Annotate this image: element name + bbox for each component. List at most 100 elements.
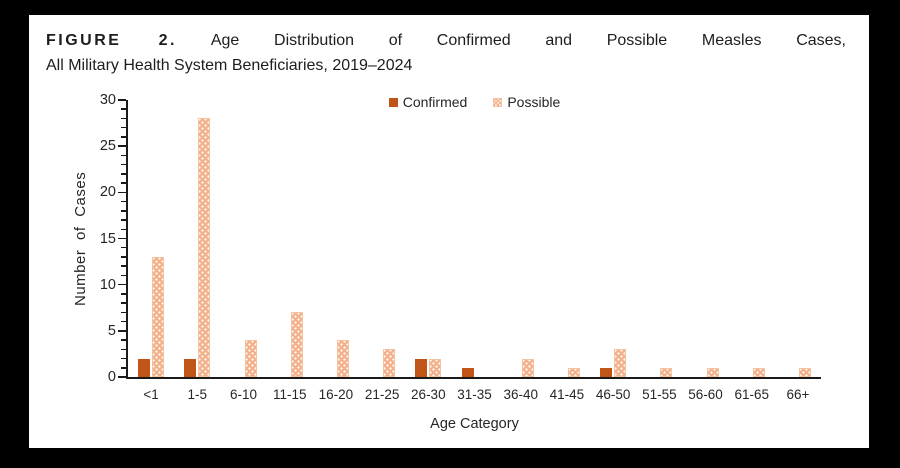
y-tick-minor bbox=[121, 367, 126, 369]
y-tick-minor bbox=[121, 210, 126, 212]
y-tick-minor bbox=[121, 311, 126, 314]
y-tick-major bbox=[118, 99, 126, 101]
y-tick-minor bbox=[121, 274, 126, 277]
legend-item-possible: Possible bbox=[493, 94, 560, 110]
y-tick-minor bbox=[121, 200, 126, 203]
bar-possible-66+ bbox=[798, 367, 811, 377]
y-tick-major bbox=[118, 330, 126, 332]
x-tick-label: 1-5 bbox=[187, 387, 208, 402]
legend-label-possible: Possible bbox=[507, 94, 561, 110]
bar-confirmed-26-30 bbox=[415, 358, 428, 377]
bar-group bbox=[590, 100, 636, 377]
x-tick-label: 21-25 bbox=[364, 387, 400, 402]
bar-possible-56-60 bbox=[706, 367, 719, 377]
y-tick-minor bbox=[121, 136, 126, 138]
bar-group bbox=[174, 100, 220, 377]
y-tick-label: 25 bbox=[99, 138, 116, 155]
bar-group bbox=[359, 100, 405, 377]
y-tick-major bbox=[118, 191, 126, 194]
bar-group bbox=[682, 100, 728, 377]
legend: Confirmed Possible bbox=[128, 94, 821, 110]
x-tick-label: 51-55 bbox=[642, 387, 677, 402]
figure-title: FIGURE 2. Age Distribution of Confirmed … bbox=[46, 28, 846, 78]
y-tick-minor bbox=[121, 339, 126, 341]
y-tick-minor bbox=[121, 219, 126, 221]
bar-possible-51-55 bbox=[660, 367, 673, 377]
plot-area: 0 5 10 15 20 25 30 bbox=[100, 92, 821, 385]
bar-group bbox=[405, 100, 451, 377]
y-tick-minor bbox=[121, 173, 126, 175]
bar-group bbox=[313, 100, 359, 377]
y-tick-minor bbox=[121, 320, 126, 323]
bar-possible-41-45 bbox=[567, 367, 580, 377]
bar-group bbox=[220, 100, 266, 377]
bar-group bbox=[451, 100, 497, 377]
x-tick-label: 6-10 bbox=[229, 387, 258, 402]
x-tick-label: 26-30 bbox=[411, 387, 446, 402]
bar-confirmed-1-5 bbox=[184, 358, 197, 377]
x-tick-label: 36-40 bbox=[503, 387, 538, 402]
bar-group bbox=[267, 100, 313, 377]
y-tick-label: 5 bbox=[107, 322, 116, 339]
y-tick-major bbox=[118, 283, 126, 286]
bar-possible-6-10 bbox=[244, 340, 257, 377]
bar-possible-61-65 bbox=[752, 367, 765, 377]
bar-possible-46-50 bbox=[614, 349, 627, 377]
y-tick-major bbox=[118, 376, 126, 378]
bar-possible-21-25 bbox=[383, 349, 396, 377]
x-axis-title: Age Category bbox=[430, 416, 519, 432]
y-tick-major bbox=[118, 145, 126, 147]
x-tick-label: 66+ bbox=[786, 387, 810, 402]
bar-possible-1-5 bbox=[198, 118, 211, 377]
legend-label-confirmed: Confirmed bbox=[402, 94, 468, 110]
bar-confirmed-46-50 bbox=[600, 367, 613, 377]
y-tick-major bbox=[118, 237, 126, 240]
bar-group bbox=[498, 100, 544, 377]
x-tick-label: 56-60 bbox=[688, 387, 723, 402]
possible-swatch-icon bbox=[493, 97, 503, 107]
x-tick-label: 46-50 bbox=[595, 387, 631, 402]
figure-title-line2: All Military Health System Beneficiaries… bbox=[46, 57, 413, 74]
y-tick-minor bbox=[121, 108, 126, 110]
bar-group bbox=[729, 100, 775, 377]
figure-panel: FIGURE 2. Age Distribution of Confirmed … bbox=[29, 15, 869, 448]
y-tick-label: 10 bbox=[99, 276, 116, 293]
figure-number: FIGURE 2. bbox=[46, 32, 177, 49]
y-axis-line bbox=[126, 100, 128, 377]
y-tick-label: 15 bbox=[99, 230, 116, 247]
y-tick-minor bbox=[121, 117, 126, 120]
y-tick-minor bbox=[121, 348, 126, 351]
bars bbox=[128, 100, 821, 377]
x-tick-label: 41-45 bbox=[549, 387, 585, 402]
x-tick-label: 16-20 bbox=[318, 387, 354, 402]
y-tick-minor bbox=[121, 246, 126, 249]
bar-group bbox=[636, 100, 682, 377]
y-tick-minor bbox=[121, 182, 126, 184]
y-tick-label: 0 bbox=[107, 369, 116, 385]
y-tick-minor bbox=[121, 293, 126, 295]
figure-title-line1: FIGURE 2. Age Distribution of Confirmed … bbox=[46, 28, 846, 53]
x-tick-label: <1 bbox=[143, 387, 159, 402]
y-axis-title: Number of Cases bbox=[72, 171, 89, 306]
bar-possible-26-30 bbox=[429, 358, 442, 377]
bar-group bbox=[544, 100, 590, 377]
legend-item-confirmed: Confirmed bbox=[388, 94, 468, 110]
confirmed-swatch-icon bbox=[388, 97, 398, 107]
x-axis-line bbox=[126, 377, 821, 379]
x-tick-label: 11-15 bbox=[272, 387, 307, 402]
figure-title-text: Age Distribution of Confirmed and Possib… bbox=[210, 32, 846, 49]
y-tick-minor bbox=[121, 228, 126, 231]
x-axis-labels: <1 1-5 6-10 11-15 16-20 21-25 26-30 31-35 36-40 4… bbox=[128, 387, 821, 402]
bar-confirmed-<1 bbox=[138, 358, 151, 377]
bar-possible-11-15 bbox=[290, 312, 303, 377]
bar-possible-<1 bbox=[152, 256, 165, 377]
y-tick-minor bbox=[121, 265, 126, 267]
bar-group bbox=[775, 100, 821, 377]
y-tick-minor bbox=[121, 163, 126, 166]
y-tick-minor bbox=[121, 126, 126, 129]
bar-confirmed-31-35 bbox=[461, 367, 474, 377]
bar-group bbox=[128, 100, 174, 377]
x-tick-label: 31-35 bbox=[457, 387, 492, 402]
x-tick-label: 61-65 bbox=[734, 387, 769, 402]
y-tick-minor bbox=[121, 256, 126, 258]
